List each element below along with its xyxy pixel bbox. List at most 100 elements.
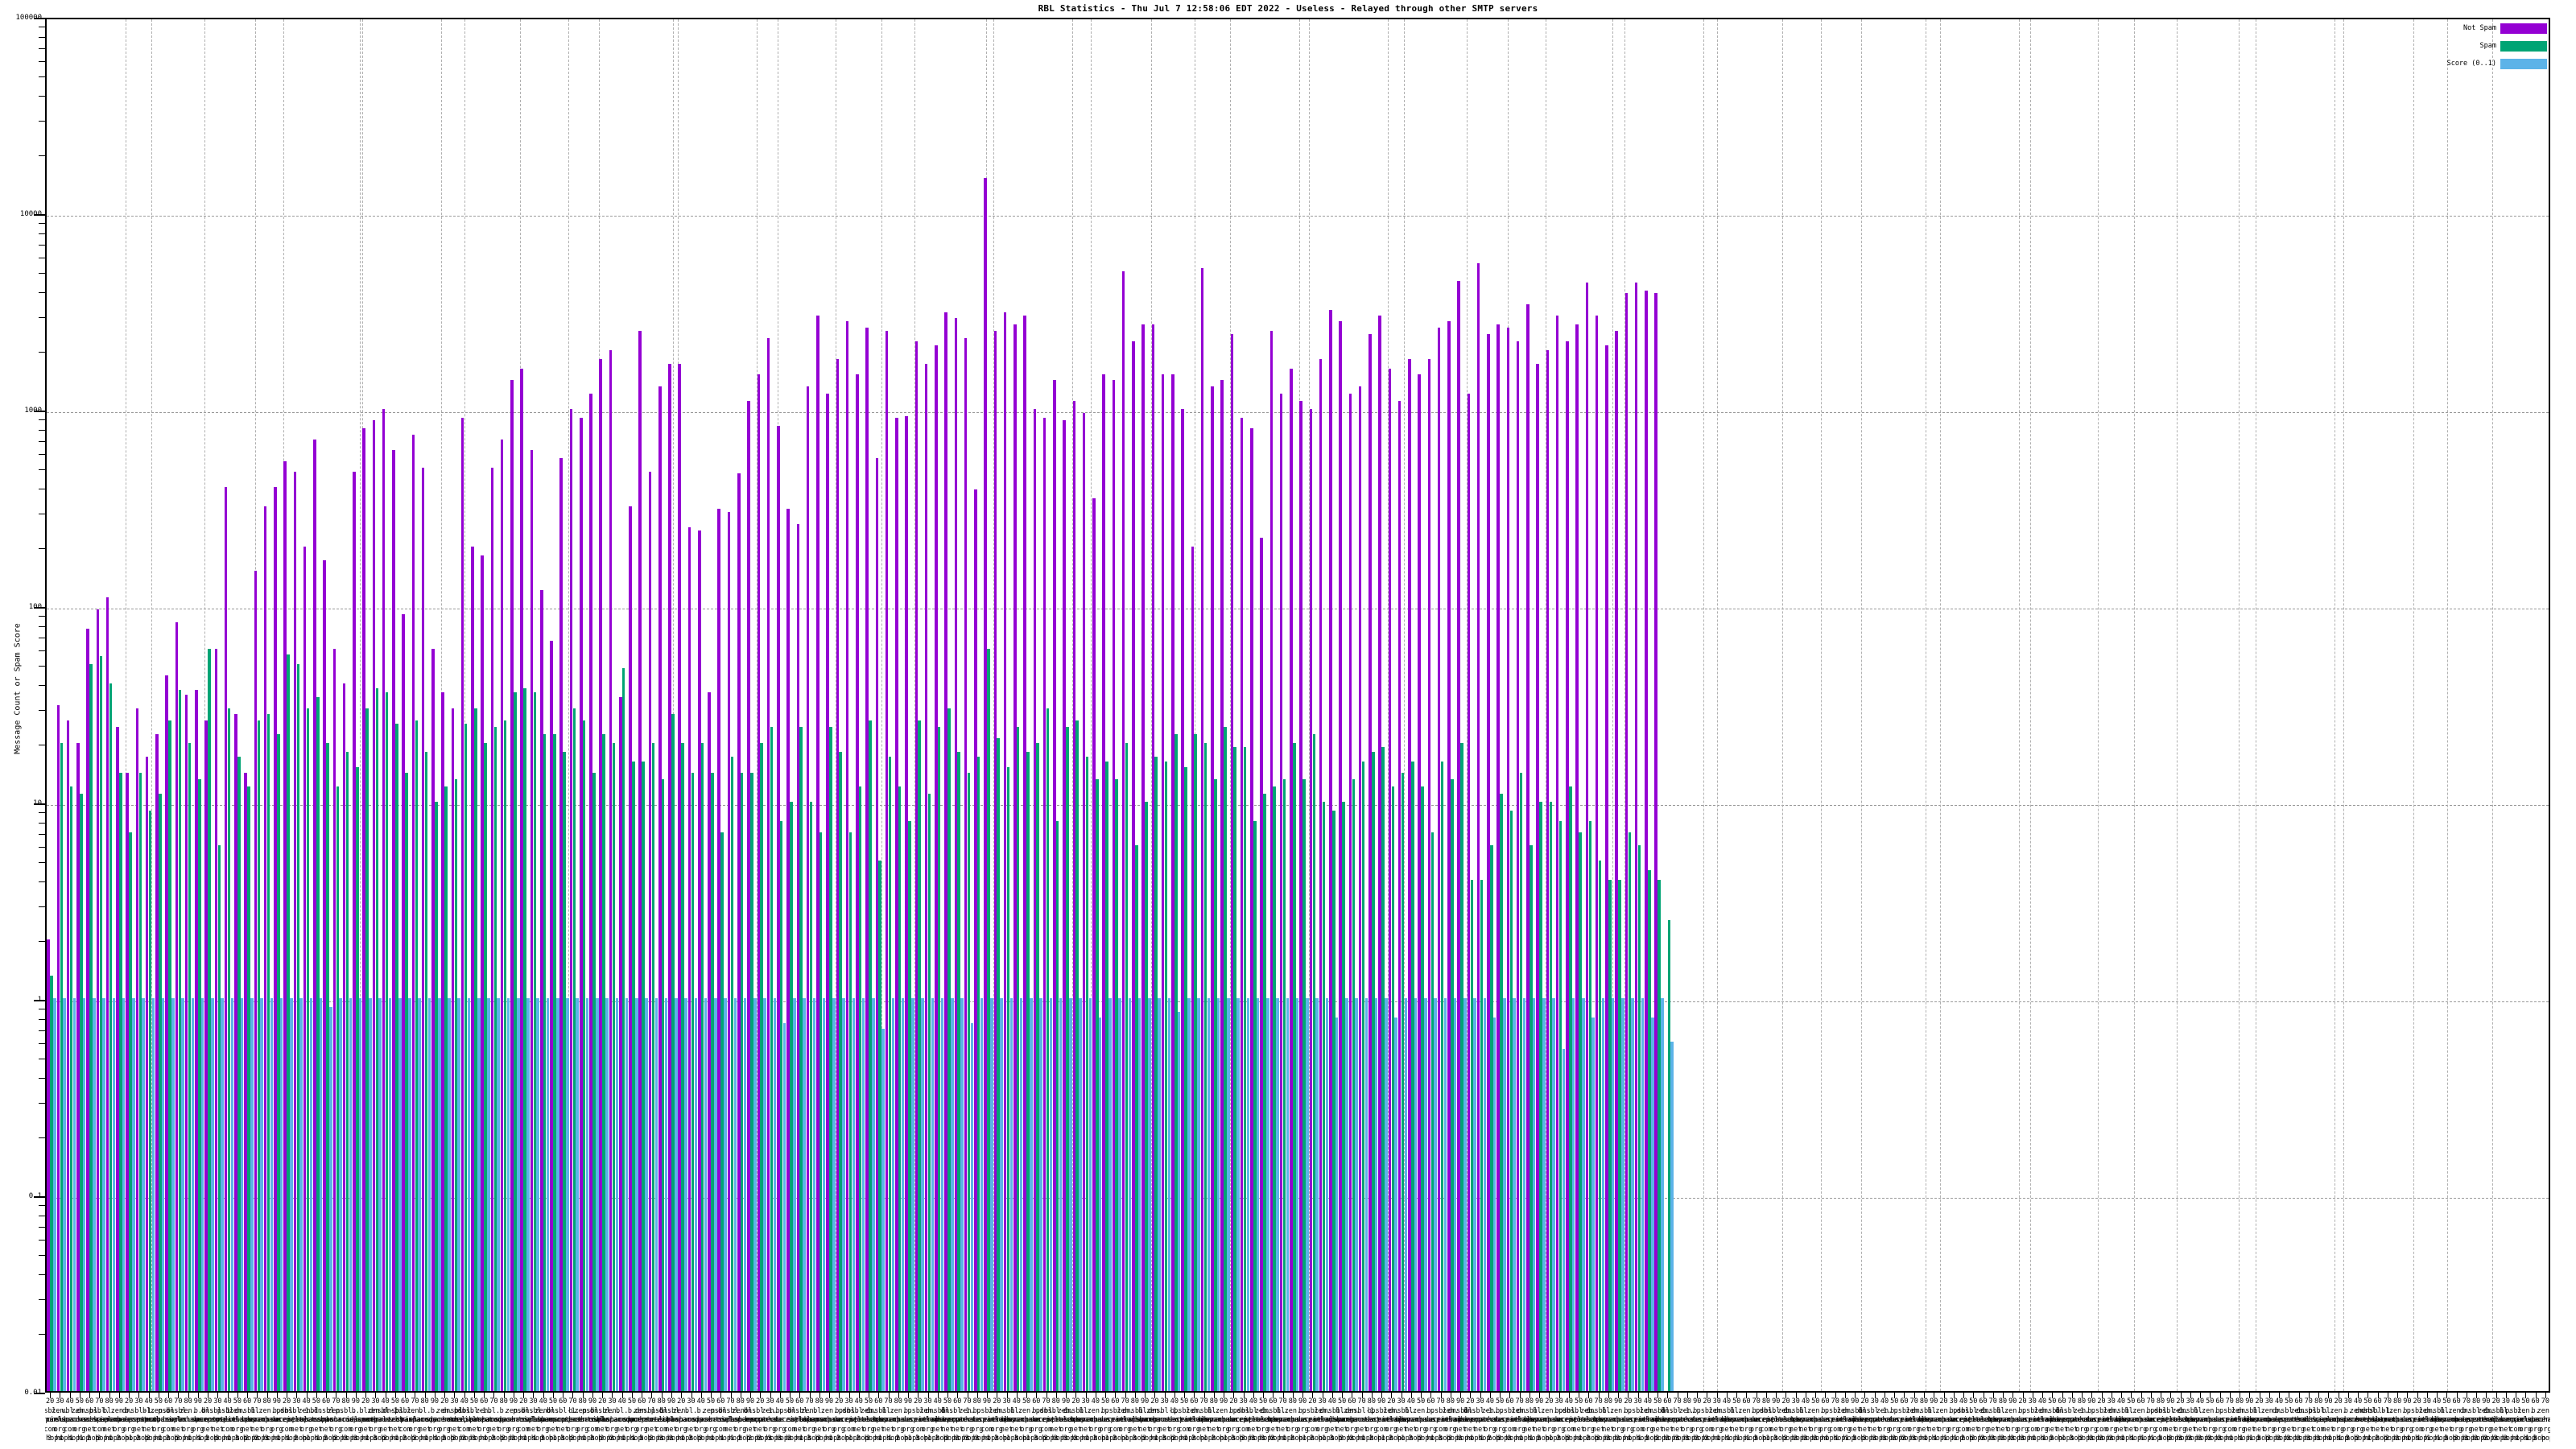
bar-not-spam[interactable] bbox=[974, 489, 977, 1391]
bar-spam[interactable] bbox=[1530, 845, 1533, 1391]
bar-spam[interactable] bbox=[514, 692, 517, 1391]
bar-spam[interactable] bbox=[976, 756, 980, 1391]
bar-not-spam[interactable] bbox=[520, 369, 523, 1391]
bar-group[interactable] bbox=[1121, 19, 1132, 1391]
bar-group[interactable] bbox=[1457, 19, 1467, 1391]
bar-spam[interactable] bbox=[947, 708, 951, 1391]
bar-spam[interactable] bbox=[345, 751, 349, 1391]
bar-group[interactable] bbox=[1793, 19, 1802, 1391]
bar-not-spam[interactable] bbox=[1290, 369, 1293, 1391]
bar-score[interactable] bbox=[733, 998, 737, 1391]
bar-group[interactable] bbox=[195, 19, 204, 1391]
bar-not-spam[interactable] bbox=[954, 318, 958, 1391]
bar-spam[interactable] bbox=[1460, 742, 1463, 1391]
bar-score[interactable] bbox=[1227, 998, 1230, 1391]
bar-not-spam[interactable] bbox=[1033, 409, 1037, 1391]
bar-score[interactable] bbox=[1197, 998, 1200, 1391]
bar-group[interactable] bbox=[2029, 19, 2039, 1391]
bar-score[interactable] bbox=[1246, 998, 1250, 1391]
bar-group[interactable] bbox=[1250, 19, 1260, 1391]
bar-score[interactable] bbox=[1374, 998, 1378, 1391]
bar-group[interactable] bbox=[244, 19, 254, 1391]
bar-score[interactable] bbox=[546, 998, 550, 1391]
bar-score[interactable] bbox=[891, 998, 895, 1391]
bar-group[interactable] bbox=[2483, 19, 2492, 1391]
bar-not-spam[interactable] bbox=[342, 683, 346, 1391]
bar-group[interactable] bbox=[816, 19, 826, 1391]
bar-not-spam[interactable] bbox=[1200, 268, 1204, 1391]
bar-score[interactable] bbox=[704, 998, 708, 1391]
bar-spam[interactable] bbox=[1569, 786, 1572, 1391]
bar-group[interactable] bbox=[441, 19, 451, 1391]
bar-spam[interactable] bbox=[1055, 820, 1059, 1391]
bar-score[interactable] bbox=[1167, 998, 1171, 1391]
bar-score[interactable] bbox=[1532, 998, 1536, 1391]
bar-group[interactable] bbox=[105, 19, 116, 1391]
bar-score[interactable] bbox=[1128, 998, 1132, 1391]
bar-group[interactable] bbox=[1181, 19, 1191, 1391]
bar-score[interactable] bbox=[53, 998, 56, 1391]
bar-spam[interactable] bbox=[1490, 845, 1493, 1391]
bar-group[interactable] bbox=[2137, 19, 2147, 1391]
bar-not-spam[interactable] bbox=[1299, 400, 1302, 1391]
bar-group[interactable] bbox=[2207, 19, 2216, 1391]
bar-group[interactable] bbox=[1240, 19, 1250, 1391]
bar-score[interactable] bbox=[1019, 998, 1023, 1391]
bar-group[interactable] bbox=[1634, 19, 1645, 1391]
bar-spam[interactable] bbox=[375, 687, 379, 1391]
bar-group[interactable] bbox=[2404, 19, 2413, 1391]
bar-score[interactable] bbox=[743, 998, 747, 1391]
bar-group[interactable] bbox=[2039, 19, 2049, 1391]
bar-group[interactable] bbox=[1496, 19, 1506, 1391]
bar-spam[interactable] bbox=[247, 786, 250, 1391]
bar-spam[interactable] bbox=[1667, 919, 1671, 1391]
bar-group[interactable] bbox=[126, 19, 135, 1391]
bar-group[interactable] bbox=[629, 19, 638, 1391]
bar-score[interactable] bbox=[93, 998, 96, 1391]
bar-score[interactable] bbox=[861, 998, 865, 1391]
bar-not-spam[interactable] bbox=[885, 330, 889, 1391]
bar-spam[interactable] bbox=[1588, 820, 1592, 1391]
bar-not-spam[interactable] bbox=[658, 386, 662, 1391]
bar-not-spam[interactable] bbox=[530, 449, 534, 1391]
bar-not-spam[interactable] bbox=[1536, 363, 1539, 1391]
bar-score[interactable] bbox=[664, 998, 668, 1391]
bar-score[interactable] bbox=[605, 998, 609, 1391]
bar-group[interactable] bbox=[1773, 19, 1782, 1391]
bar-not-spam[interactable] bbox=[569, 409, 573, 1391]
bar-spam[interactable] bbox=[740, 773, 744, 1391]
bar-group[interactable] bbox=[1013, 19, 1023, 1391]
bar-spam[interactable] bbox=[770, 727, 774, 1391]
bar-group[interactable] bbox=[1397, 19, 1408, 1391]
bar-score[interactable] bbox=[980, 998, 984, 1391]
bar-spam[interactable] bbox=[553, 734, 556, 1391]
bar-group[interactable] bbox=[905, 19, 914, 1391]
bar-score[interactable] bbox=[1650, 1017, 1654, 1391]
bar-score[interactable] bbox=[1483, 998, 1487, 1391]
bar-group[interactable] bbox=[1339, 19, 1348, 1391]
bar-not-spam[interactable] bbox=[313, 439, 316, 1391]
bar-score[interactable] bbox=[1295, 998, 1299, 1391]
bar-not-spam[interactable] bbox=[1516, 341, 1520, 1391]
bar-group[interactable] bbox=[1812, 19, 1822, 1391]
bar-spam[interactable] bbox=[1263, 793, 1266, 1391]
bar-not-spam[interactable] bbox=[1092, 498, 1096, 1391]
bar-spam[interactable] bbox=[869, 720, 872, 1391]
bar-spam[interactable] bbox=[1006, 767, 1010, 1391]
bar-not-spam[interactable] bbox=[421, 468, 425, 1391]
bar-score[interactable] bbox=[319, 998, 323, 1391]
bar-not-spam[interactable] bbox=[244, 773, 247, 1391]
bar-group[interactable] bbox=[382, 19, 392, 1391]
bar-not-spam[interactable] bbox=[96, 609, 100, 1391]
bar-group[interactable] bbox=[2413, 19, 2423, 1391]
bar-score[interactable] bbox=[881, 1028, 885, 1391]
bar-not-spam[interactable] bbox=[1023, 315, 1026, 1391]
bar-spam[interactable] bbox=[711, 773, 714, 1391]
bar-group[interactable] bbox=[1042, 19, 1053, 1391]
bar-spam[interactable] bbox=[563, 751, 566, 1391]
bar-group[interactable] bbox=[559, 19, 569, 1391]
bar-score[interactable] bbox=[1059, 998, 1063, 1391]
bar-spam[interactable] bbox=[730, 756, 734, 1391]
bar-spam[interactable] bbox=[651, 742, 655, 1391]
bar-spam[interactable] bbox=[1066, 727, 1069, 1391]
